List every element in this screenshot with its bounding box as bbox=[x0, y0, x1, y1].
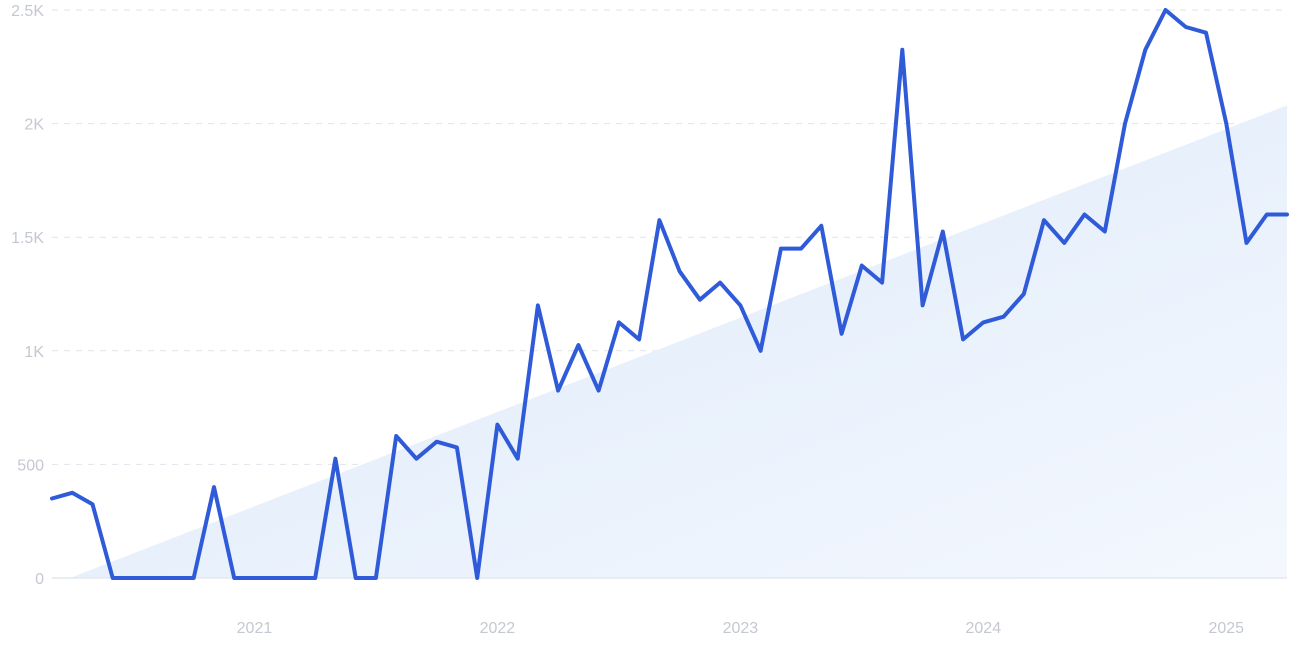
trend-fill bbox=[70, 105, 1287, 578]
y-tick-label: 0 bbox=[35, 571, 44, 588]
series-line-group bbox=[50, 8, 1289, 580]
x-tick-label: 2023 bbox=[723, 620, 759, 637]
y-tick-label: 2K bbox=[24, 117, 44, 134]
x-tick-label: 2021 bbox=[237, 620, 273, 637]
y-axis-ticks: 0 500 1K 1.5K 2K 2.5K bbox=[11, 3, 44, 588]
y-tick-label: 500 bbox=[17, 457, 44, 474]
x-axis-ticks: 2021 2022 2023 2024 2025 bbox=[237, 620, 1244, 637]
y-tick-label: 1K bbox=[24, 344, 44, 361]
x-tick-label: 2022 bbox=[480, 620, 516, 637]
y-tick-label: 2.5K bbox=[11, 3, 44, 20]
y-tick-label: 1.5K bbox=[11, 230, 44, 247]
series-line bbox=[50, 8, 1289, 580]
x-tick-label: 2024 bbox=[966, 620, 1002, 637]
x-tick-label: 2025 bbox=[1208, 620, 1244, 637]
trend-area bbox=[70, 105, 1287, 578]
